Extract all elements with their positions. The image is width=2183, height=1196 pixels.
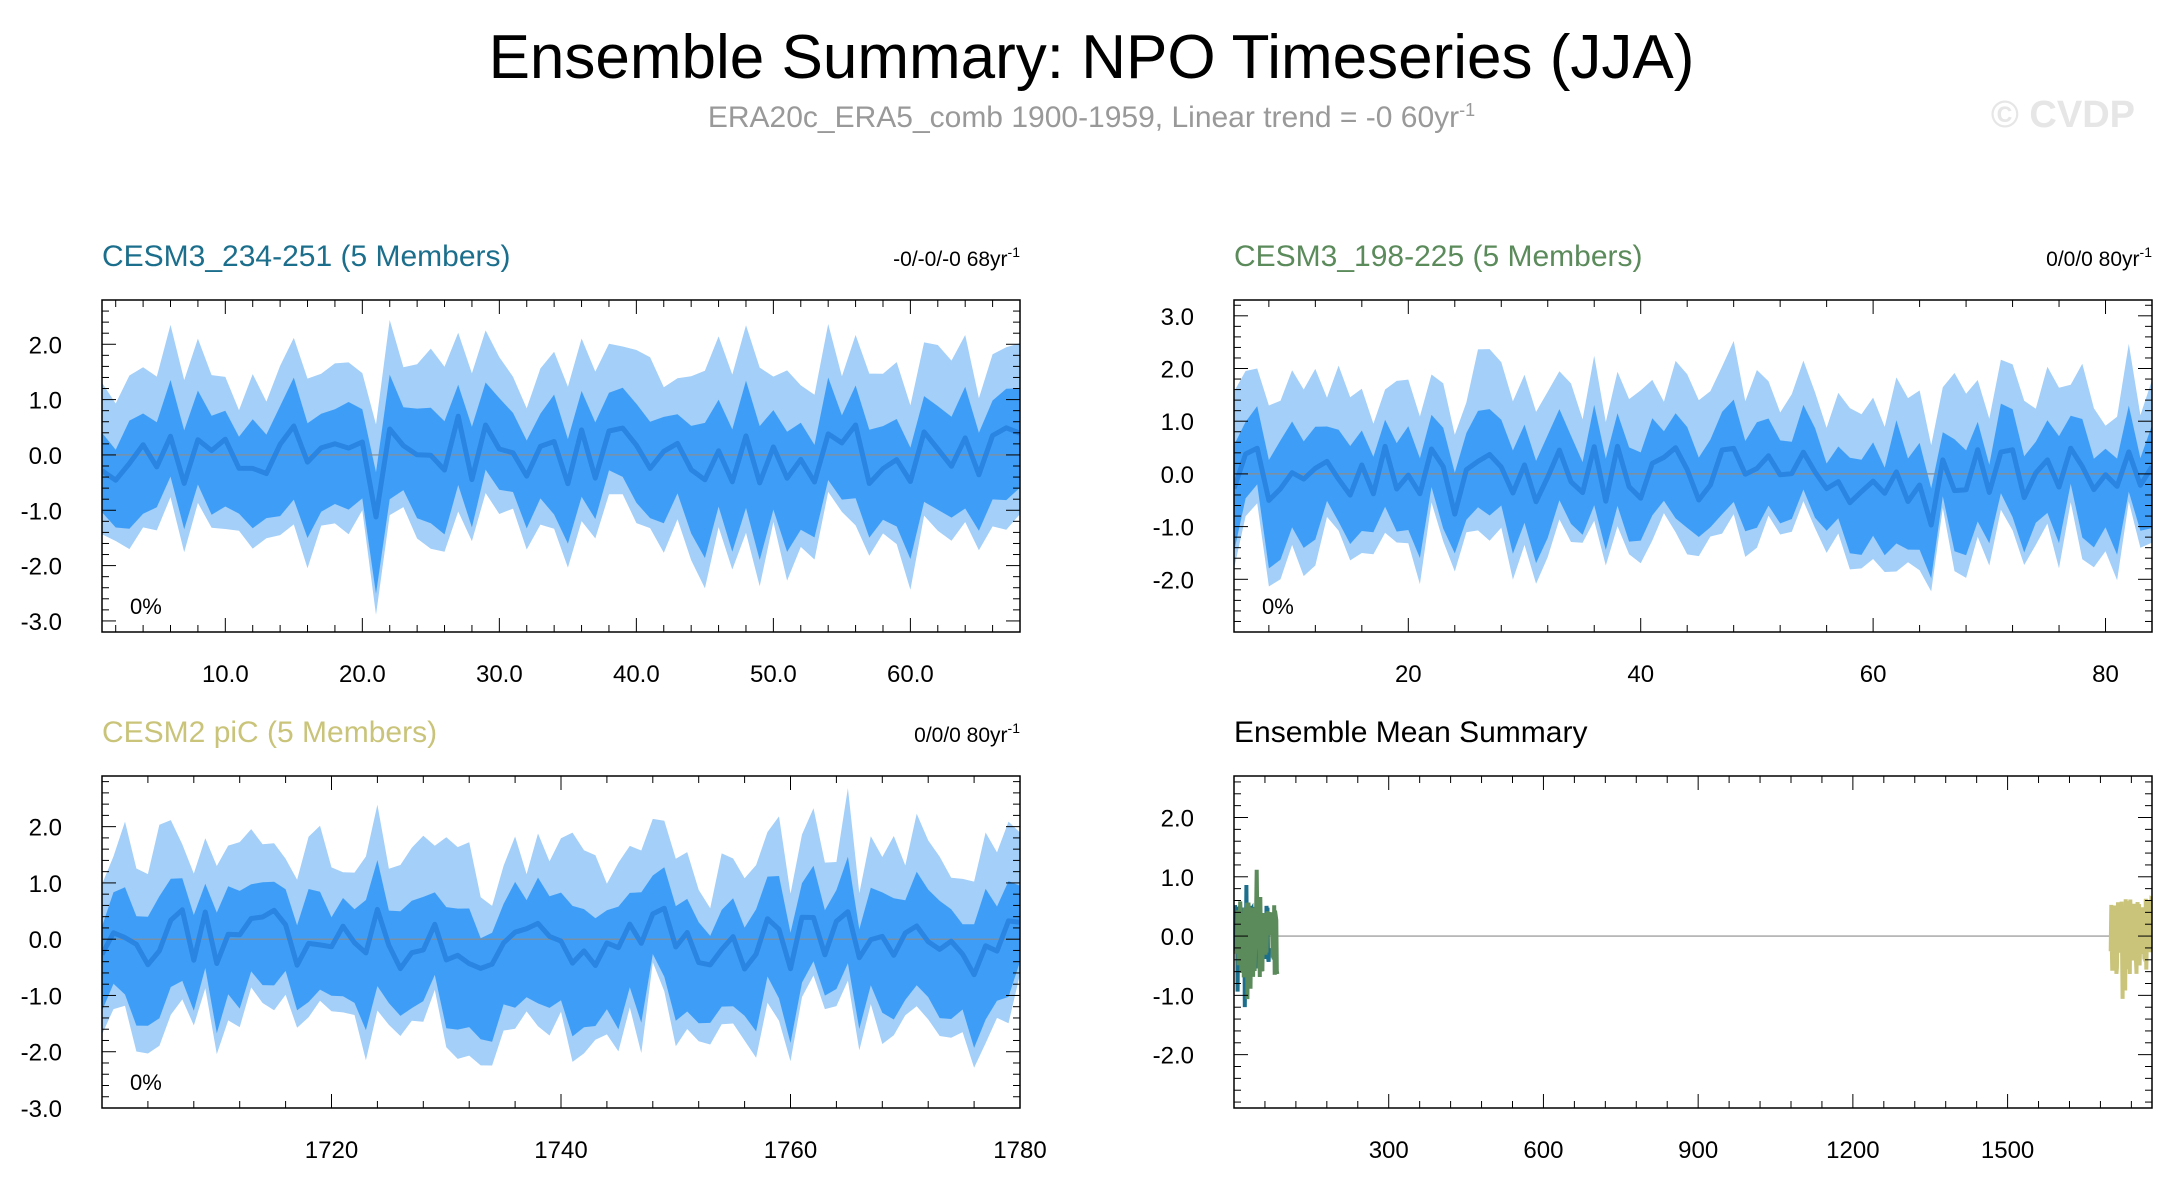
subtitle: ERA20c_ERA5_comb 1900-1959, Linear trend… <box>707 100 1476 134</box>
y-tick-label: -2.0 <box>1153 567 1194 594</box>
x-tick-label: 30.0 <box>476 661 523 688</box>
x-tick-label: 1760 <box>764 1137 817 1164</box>
series-line-CESM2 piC <box>2108 895 2152 999</box>
x-tick-label: 20 <box>1395 661 1422 688</box>
y-tick-label: 2.0 <box>29 332 62 359</box>
trend-label: 0/0/0 80yr-1 <box>2046 244 2152 271</box>
y-tick-label: -1.0 <box>1153 515 1194 542</box>
y-tick-label: 1.0 <box>1161 865 1194 892</box>
x-tick-label: 1780 <box>993 1137 1046 1164</box>
y-tick-label: -2.0 <box>21 554 62 581</box>
y-tick-label: 2.0 <box>1161 806 1194 833</box>
x-tick-label: 40 <box>1627 661 1654 688</box>
y-tick-label: 0.0 <box>29 443 62 470</box>
y-tick-label: -1.0 <box>1153 983 1194 1010</box>
panel-2: CESM3_198-225 (5 Members) 0/0/0 80yr-1 0% -… <box>1153 240 2153 688</box>
panel-3: CESM2 piC (5 Members) 0/0/0 80yr-1 0% -3.0 -… <box>21 716 1047 1164</box>
y-tick-label: -1.0 <box>21 983 62 1010</box>
y-tick-label: 1.0 <box>29 388 62 415</box>
x-tick-label: 1200 <box>1826 1137 1879 1164</box>
ensemble-mean-line <box>102 905 1020 978</box>
x-tick-label: 1740 <box>534 1137 587 1164</box>
percent-annotation: 0% <box>130 594 162 619</box>
y-tick-label: 0.0 <box>1161 924 1194 951</box>
x-tick-label: 300 <box>1369 1137 1409 1164</box>
plot-area <box>1234 869 2152 1008</box>
trend-label: 0/0/0 80yr-1 <box>914 720 1020 747</box>
x-tick-label: 1500 <box>1981 1137 2034 1164</box>
plot-area <box>1234 341 2152 592</box>
y-tick-label: -3.0 <box>21 609 62 636</box>
series-line-CESM3_198-225 <box>1234 869 1280 1000</box>
y-tick-label: -2.0 <box>21 1040 62 1067</box>
x-tick-label: 600 <box>1523 1137 1563 1164</box>
y-tick-label: 1.0 <box>29 871 62 898</box>
x-tick-label: 80 <box>2092 661 2119 688</box>
panel-1: CESM3_234-251 (5 Members) -0/-0/-0 68yr-1… <box>21 240 1021 688</box>
percent-annotation: 0% <box>1262 594 1294 619</box>
band-inner <box>102 856 1020 1048</box>
x-tick-label: 40.0 <box>613 661 660 688</box>
panel-title: CESM2 piC (5 Members) <box>102 716 437 749</box>
plot-frame <box>1233 299 2153 633</box>
ensemble-mean-line <box>1234 443 2152 528</box>
x-tick-label: 60.0 <box>887 661 934 688</box>
y-tick-label: 3.0 <box>1161 304 1194 331</box>
band-inner <box>102 374 1020 594</box>
panel-title: Ensemble Mean Summary <box>1234 716 1587 749</box>
y-tick-label: -1.0 <box>21 498 62 525</box>
y-tick-label: -3.0 <box>21 1096 62 1123</box>
page-title: Ensemble Summary: NPO Timeseries (JJA) <box>488 23 1695 92</box>
watermark: © CVDP <box>1990 94 2135 136</box>
panel-title: CESM3_198-225 (5 Members) <box>1234 240 1643 273</box>
y-tick-label: 2.0 <box>29 815 62 842</box>
y-tick-label: -2.0 <box>1153 1043 1194 1070</box>
y-tick-label: 0.0 <box>1161 462 1194 489</box>
x-tick-label: 20.0 <box>339 661 386 688</box>
x-tick-label: 1720 <box>305 1137 358 1164</box>
x-tick-label: 900 <box>1678 1137 1718 1164</box>
plot-area <box>102 788 1020 1068</box>
y-tick-label: 1.0 <box>1161 409 1194 436</box>
panel-title: CESM3_234-251 (5 Members) <box>102 240 511 273</box>
y-tick-label: 2.0 <box>1161 357 1194 384</box>
plot-area <box>102 320 1020 615</box>
ensemble-mean-line <box>102 413 1020 520</box>
x-tick-label: 10.0 <box>202 661 249 688</box>
percent-annotation: 0% <box>130 1070 162 1095</box>
x-tick-label: 50.0 <box>750 661 797 688</box>
panel-4: Ensemble Mean Summary -2.0 -1.0 0.0 1.0 2.0 30… <box>1153 716 2153 1164</box>
plot-frame <box>1233 775 2153 1109</box>
trend-label: -0/-0/-0 68yr-1 <box>893 244 1020 271</box>
x-tick-label: 60 <box>1860 661 1887 688</box>
y-tick-label: 0.0 <box>29 927 62 954</box>
